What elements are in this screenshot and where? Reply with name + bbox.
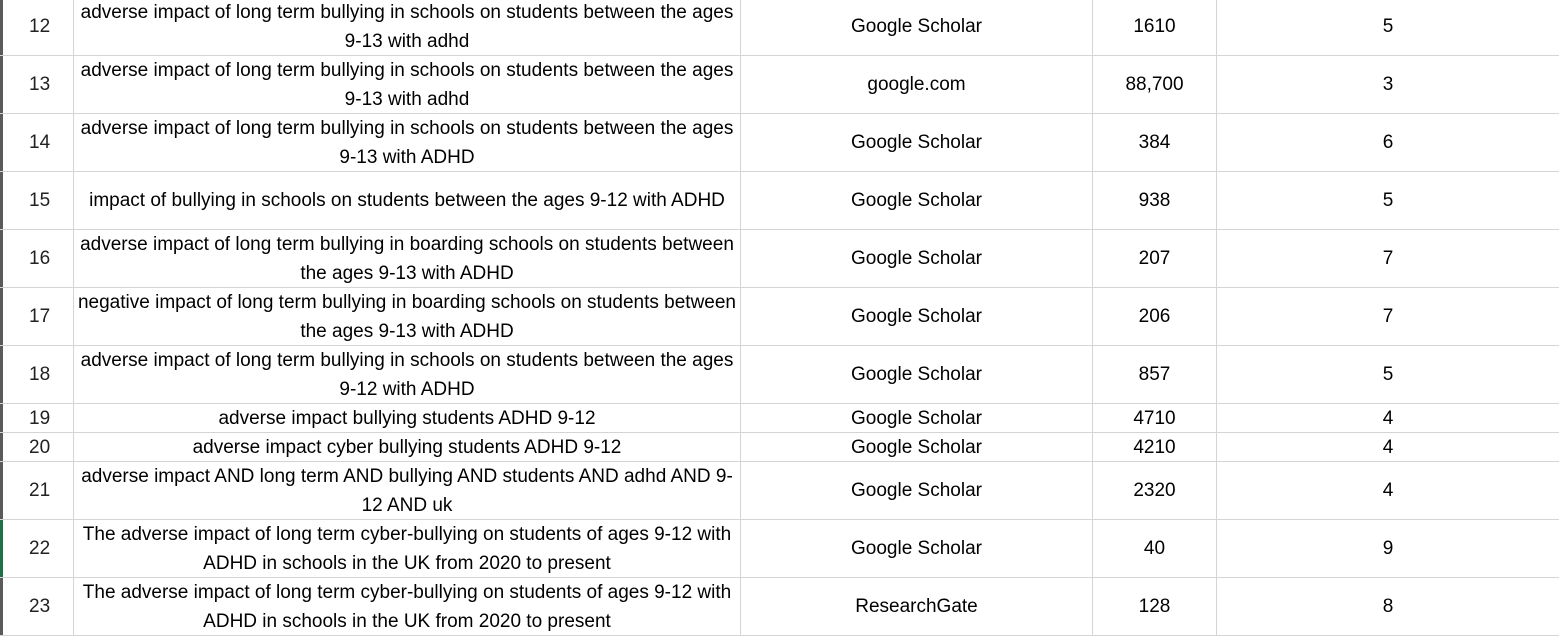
cell-results[interactable]: 938 [1093,172,1217,229]
cell-search-query[interactable]: The adverse impact of long term cyber-bu… [74,578,741,635]
table-row: 13 adverse impact of long term bullying i… [0,56,1559,114]
cell-source[interactable]: Google Scholar [741,404,1093,432]
table-row: 15 impact of bullying in schools on stude… [0,172,1559,230]
cell-results[interactable]: 857 [1093,346,1217,403]
cell-results[interactable]: 88,700 [1093,56,1217,113]
cell-source[interactable]: Google Scholar [741,433,1093,461]
cell-search-query[interactable]: adverse impact of long term bullying in … [74,0,741,55]
row-header[interactable]: 18 [0,346,74,403]
cell-results[interactable]: 128 [1093,578,1217,635]
cell-results[interactable]: 207 [1093,230,1217,287]
cell-results[interactable]: 206 [1093,288,1217,345]
row-header[interactable]: 21 [0,462,74,519]
table-row: 19 adverse impact bullying students ADHD … [0,404,1559,433]
row-header[interactable]: 15 [0,172,74,229]
cell-search-query[interactable]: adverse impact of long term bullying in … [74,346,741,403]
cell-search-query[interactable]: The adverse impact of long term cyber-bu… [74,520,741,577]
cell-search-query[interactable]: adverse impact cyber bullying students A… [74,433,741,461]
row-header[interactable]: 16 [0,230,74,287]
row-header[interactable]: 13 [0,56,74,113]
cell-relevant[interactable]: 5 [1382,190,1394,211]
row-header[interactable]: 14 [0,114,74,171]
cell-results[interactable]: 40 [1093,520,1217,577]
cell-relevant[interactable]: 4 [1382,407,1394,429]
cell-search-query[interactable]: adverse impact of long term bullying in … [74,114,741,171]
cell-results[interactable]: 2320 [1093,462,1217,519]
cell-relevant[interactable]: 3 [1382,74,1394,95]
table-row: 23 The adverse impact of long term cyber-… [0,578,1559,636]
row-header[interactable]: 23 [0,578,74,635]
cell-search-query[interactable]: negative impact of long term bullying in… [74,288,741,345]
table-row: 14 adverse impact of long term bullying i… [0,114,1559,172]
row-header[interactable]: 12 [0,0,74,55]
cell-relevant[interactable]: 9 [1382,538,1394,559]
cell-results[interactable]: 4710 [1093,404,1217,432]
row-header[interactable]: 22 [0,520,74,577]
cell-source[interactable]: Google Scholar [741,0,1093,55]
table-row: 17 negative impact of long term bullying … [0,288,1559,346]
cell-relevant[interactable]: 4 [1382,436,1394,458]
cell-source[interactable]: Google Scholar [741,230,1093,287]
cell-source[interactable]: Google Scholar [741,462,1093,519]
cell-relevant[interactable]: 7 [1382,306,1394,327]
cell-search-query[interactable]: adverse impact AND long term AND bullyin… [74,462,741,519]
cell-relevant[interactable]: 7 [1382,248,1394,269]
cell-relevant[interactable]: 8 [1382,596,1394,617]
cell-search-query[interactable]: adverse impact of long term bullying in … [74,56,741,113]
cell-source[interactable]: Google Scholar [741,520,1093,577]
row-header[interactable]: 17 [0,288,74,345]
table-row: 21 adverse impact AND long term AND bully… [0,462,1559,520]
table-row: 16 adverse impact of long term bullying i… [0,230,1559,288]
cell-relevant[interactable]: 4 [1382,480,1394,501]
cell-source[interactable]: Google Scholar [741,114,1093,171]
table-row: 22 The adverse impact of long term cyber-… [0,520,1559,578]
cell-source[interactable]: google.com [741,56,1093,113]
cell-results[interactable]: 4210 [1093,433,1217,461]
cell-relevant[interactable]: 6 [1382,132,1394,153]
cell-relevant[interactable]: 5 [1382,364,1394,385]
table-row: 20 adverse impact cyber bullying students… [0,433,1559,462]
row-header[interactable]: 20 [0,433,74,461]
cell-source[interactable]: Google Scholar [741,172,1093,229]
table-row: 18 adverse impact of long term bullying i… [0,346,1559,404]
table-row: 12 adverse impact of long term bullying i… [0,0,1559,56]
cell-source[interactable]: ResearchGate [741,578,1093,635]
cell-search-query[interactable]: adverse impact bullying students ADHD 9-… [74,404,741,432]
cell-relevant[interactable]: 5 [1382,16,1394,37]
cell-search-query[interactable]: adverse impact of long term bullying in … [74,230,741,287]
cell-source[interactable]: Google Scholar [741,346,1093,403]
cell-results[interactable]: 1610 [1093,0,1217,55]
cell-results[interactable]: 384 [1093,114,1217,171]
cell-search-query[interactable]: impact of bullying in schools on student… [74,172,741,229]
row-header[interactable]: 19 [0,404,74,432]
cell-source[interactable]: Google Scholar [741,288,1093,345]
